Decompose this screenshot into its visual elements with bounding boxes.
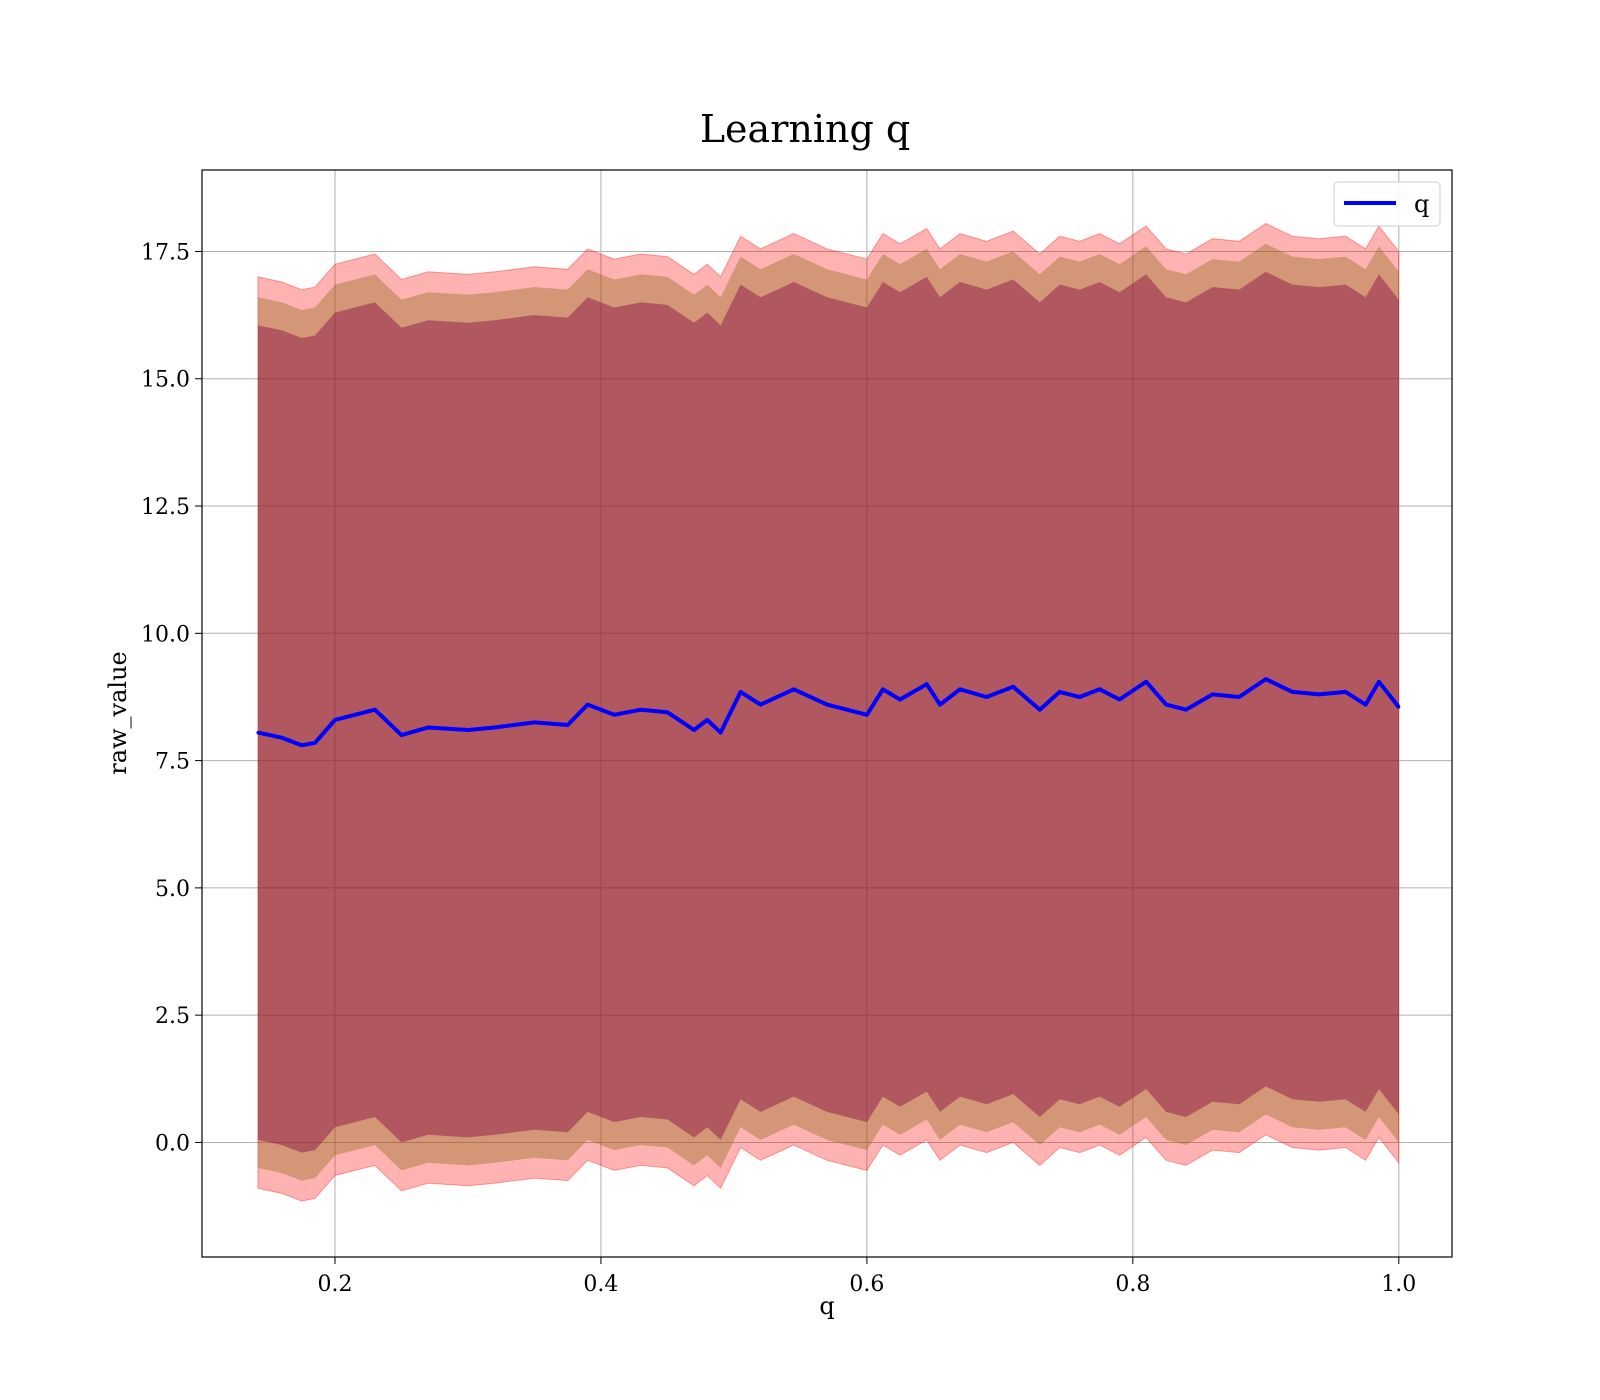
- x-tick-label: 0.2: [317, 1272, 352, 1297]
- data-point: [280, 736, 284, 740]
- data-point: [1364, 703, 1368, 707]
- data-point: [639, 708, 643, 712]
- x-tick-label: 0.8: [1115, 1272, 1150, 1297]
- data-point: [881, 687, 885, 691]
- data-point: [426, 726, 430, 729]
- data-point: [400, 733, 403, 737]
- y-tick-label: 15.0: [141, 368, 190, 393]
- data-point: [665, 710, 669, 714]
- data-point: [985, 695, 989, 699]
- plot-frame: [201, 169, 1453, 1258]
- data-point: [532, 720, 536, 724]
- band-layer: [257, 222, 1400, 1202]
- y-tick-label: 17.5: [141, 240, 190, 265]
- data-point: [1058, 690, 1062, 694]
- data-point: [300, 743, 304, 747]
- data-point: [493, 726, 497, 729]
- data-point: [1377, 680, 1381, 684]
- tick-layer: 0.2 0.4 0.6 0.8 1.0 0.0 2.5 5.0 7.5 10.0 12.5 15.0 1…: [141, 240, 1416, 1297]
- data-point: [692, 728, 696, 732]
- data-point: [1038, 708, 1042, 712]
- data-point: [1237, 695, 1241, 699]
- data-point: [1344, 690, 1348, 694]
- y-tick-label: 12.5: [141, 495, 190, 520]
- data-point: [792, 687, 796, 691]
- data-point: [466, 728, 470, 732]
- data-point: [313, 741, 317, 745]
- data-point: [1078, 695, 1082, 699]
- line-layer: [256, 677, 1401, 748]
- data-point: [353, 713, 357, 717]
- chart-title: Learning q: [700, 107, 910, 151]
- data-point: [759, 703, 762, 707]
- y-tick-label: 10.0: [141, 622, 190, 647]
- data-point: [1144, 680, 1148, 684]
- grid-layer: [202, 170, 1452, 1257]
- data-point: [719, 731, 723, 735]
- data-point: [566, 723, 570, 727]
- y-tick-label: 5.0: [155, 877, 190, 902]
- data-point: [256, 731, 260, 735]
- data-point: [898, 698, 902, 701]
- band-middle: [257, 243, 1399, 1181]
- data-point: [1164, 703, 1168, 707]
- x-tick-label: 1.0: [1381, 1272, 1416, 1297]
- data-point: [958, 687, 962, 691]
- data-point: [1011, 685, 1015, 689]
- y-tick-label: 0.0: [155, 1131, 190, 1156]
- data-point: [373, 708, 377, 712]
- legend-label-q: q: [1414, 190, 1429, 218]
- data-point: [1184, 708, 1188, 712]
- x-tick-label: 0.4: [583, 1272, 618, 1297]
- data-point: [938, 703, 942, 707]
- data-point: [1290, 690, 1294, 694]
- legend: q: [1333, 181, 1441, 227]
- data-point: [333, 718, 337, 722]
- data-point: [586, 703, 590, 707]
- data-point: [865, 713, 869, 717]
- band-outer: [257, 222, 1400, 1202]
- data-point: [1118, 698, 1122, 701]
- y-tick-label: 2.5: [155, 1004, 190, 1029]
- data-point: [825, 703, 829, 707]
- data-point: [1264, 677, 1268, 681]
- x-axis-label: q: [819, 1292, 834, 1320]
- data-point: [1397, 705, 1401, 709]
- data-point: [1211, 692, 1215, 696]
- y-axis-label: raw_value: [104, 651, 132, 775]
- data-point: [1317, 692, 1321, 696]
- data-point: [612, 713, 616, 717]
- band-inner: [257, 271, 1399, 1153]
- x-tick-label: 0.6: [849, 1272, 884, 1297]
- y-tick-label: 7.5: [155, 750, 190, 775]
- data-point: [925, 682, 929, 686]
- data-point: [705, 718, 709, 722]
- data-point: [1098, 687, 1102, 691]
- data-point: [739, 690, 743, 694]
